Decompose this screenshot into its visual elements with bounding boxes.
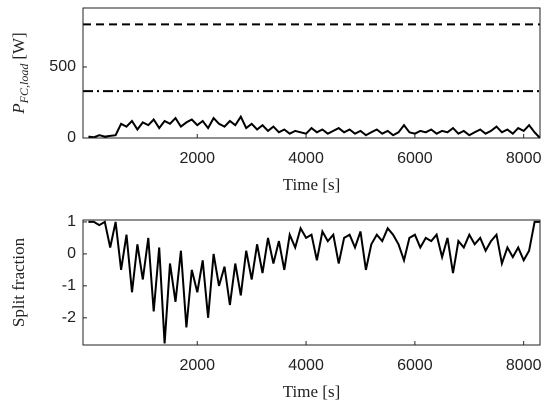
x-axis-label: Time [s] [283, 175, 340, 194]
x-tick-label: 4000 [288, 150, 324, 167]
data-line [88, 114, 541, 139]
y-label-main: P [9, 103, 28, 114]
x-tick-label: 8000 [506, 357, 542, 374]
x-tick-label: 6000 [397, 150, 433, 167]
x-axis-label: Time [s] [283, 382, 340, 401]
y-label-main: Split fraction [9, 237, 28, 327]
y-tick-label: -1 [62, 277, 76, 294]
y-label-sub: FC,load [17, 63, 31, 105]
axes-frame [82, 219, 541, 346]
data-line [88, 220, 540, 344]
x-tick-label: 4000 [288, 357, 324, 374]
y-tick-label: 0 [67, 129, 76, 146]
y-axis-label: PFC,load [W] [9, 32, 31, 114]
y-label-unit: [W] [9, 32, 28, 59]
x-tick-label: 8000 [506, 150, 542, 167]
axes-frame [82, 7, 541, 139]
x-tick-label: 2000 [179, 150, 215, 167]
y-tick-label: 500 [49, 58, 76, 75]
y-tick-label: -2 [62, 309, 76, 326]
y-tick-label: 1 [67, 213, 76, 230]
y-tick-label: 0 [67, 245, 76, 262]
x-tick-label: 6000 [397, 357, 433, 374]
y-axis-label: Split fraction [9, 237, 28, 327]
x-tick-label: 2000 [179, 357, 215, 374]
